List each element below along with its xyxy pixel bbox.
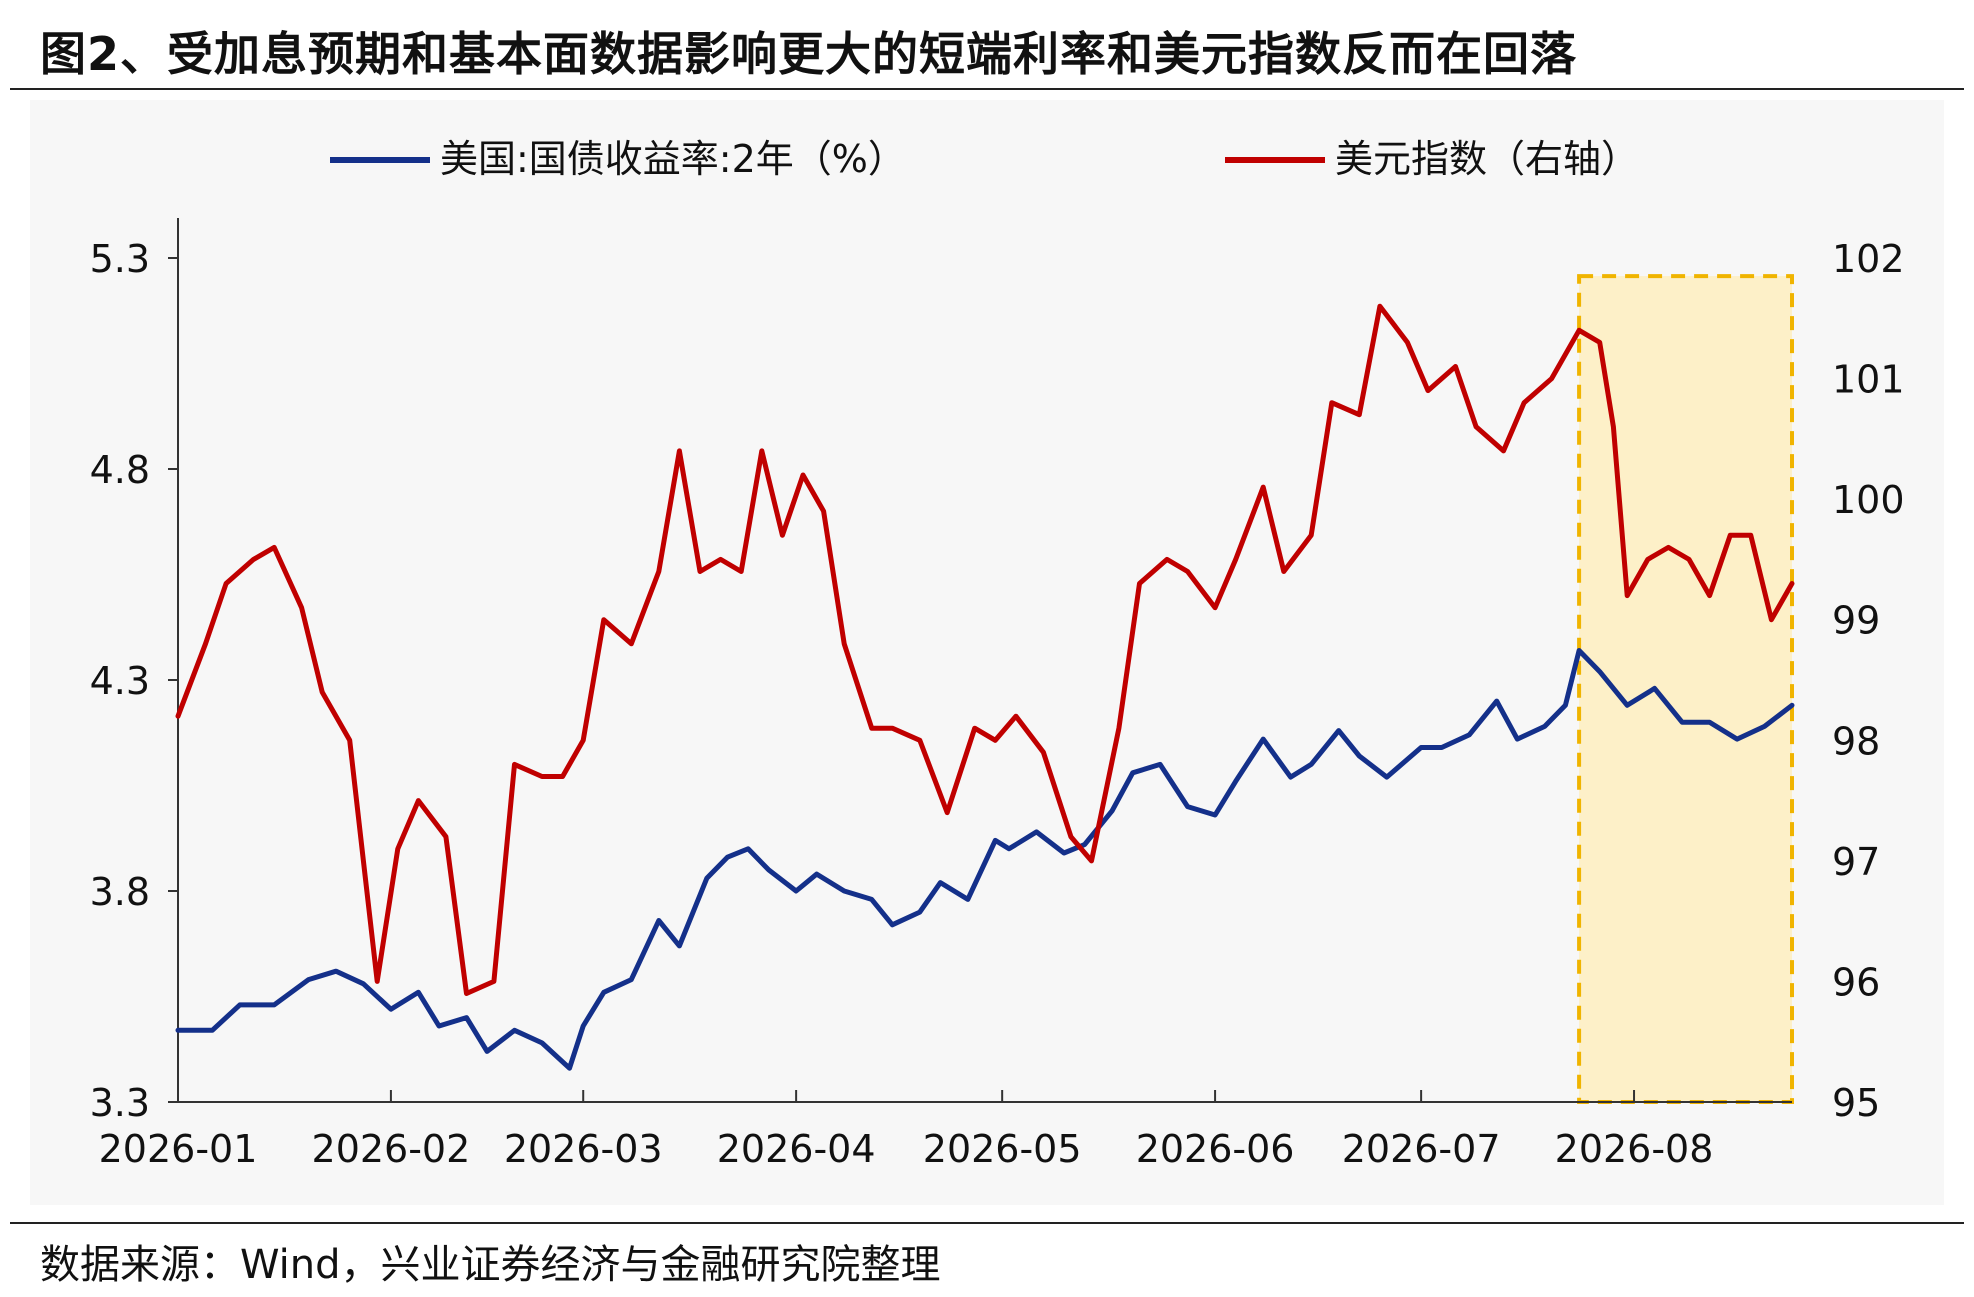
source-note: 数据来源：Wind，兴业证券经济与金融研究院整理 bbox=[40, 1242, 941, 1288]
legend-label-right: 美元指数（右轴） bbox=[1335, 137, 1639, 181]
x-tick-label: 2026-05 bbox=[923, 1127, 1082, 1171]
y-right-tick-label: 100 bbox=[1832, 478, 1905, 522]
y-right-tick-label: 99 bbox=[1832, 599, 1880, 643]
series-layer bbox=[175, 303, 1795, 1071]
axes-layer: 3.3 3.8 4.3 4.8 5.3 95 96 97 98 99 100 101 102 2026-0… bbox=[90, 218, 1905, 1171]
legend: 美国:国债收益率:2年（%） 美元指数（右轴） bbox=[330, 137, 1639, 181]
series-line-ust-2y bbox=[175, 648, 1795, 1071]
page-title: 图2、受加息预期和基本面数据影响更大的短端利率和美元指数反而在回落 bbox=[40, 27, 1578, 81]
legend-label-left: 美国:国债收益率:2年（%） bbox=[440, 137, 906, 181]
x-tick-label: 2026-03 bbox=[504, 1127, 663, 1171]
y-right-tick-label: 98 bbox=[1832, 719, 1880, 763]
footer-divider bbox=[10, 1222, 1964, 1224]
y-left-tick-label: 4.3 bbox=[90, 659, 150, 703]
title-divider bbox=[10, 88, 1964, 90]
series-line-dxy bbox=[175, 303, 1795, 996]
y-left-tick-label: 4.8 bbox=[90, 448, 150, 492]
y-right-tick-label: 95 bbox=[1832, 1081, 1880, 1125]
y-right-tick-label: 101 bbox=[1832, 358, 1905, 402]
y-right-tick-label: 102 bbox=[1832, 237, 1905, 281]
y-left-tick-label: 5.3 bbox=[90, 237, 150, 281]
x-tick-label: 2026-08 bbox=[1555, 1127, 1714, 1171]
x-tick-label: 2026-04 bbox=[717, 1127, 876, 1171]
y-left-tick-label: 3.3 bbox=[90, 1081, 150, 1125]
x-tick-label: 2026-02 bbox=[312, 1127, 471, 1171]
y-left-tick-label: 3.8 bbox=[90, 870, 150, 914]
y-right-tick-label: 96 bbox=[1832, 960, 1880, 1004]
x-tick-label: 2026-07 bbox=[1342, 1127, 1501, 1171]
x-tick-label: 2026-06 bbox=[1136, 1127, 1295, 1171]
x-tick-label: 2026-01 bbox=[99, 1127, 258, 1171]
y-right-tick-label: 97 bbox=[1832, 840, 1880, 884]
